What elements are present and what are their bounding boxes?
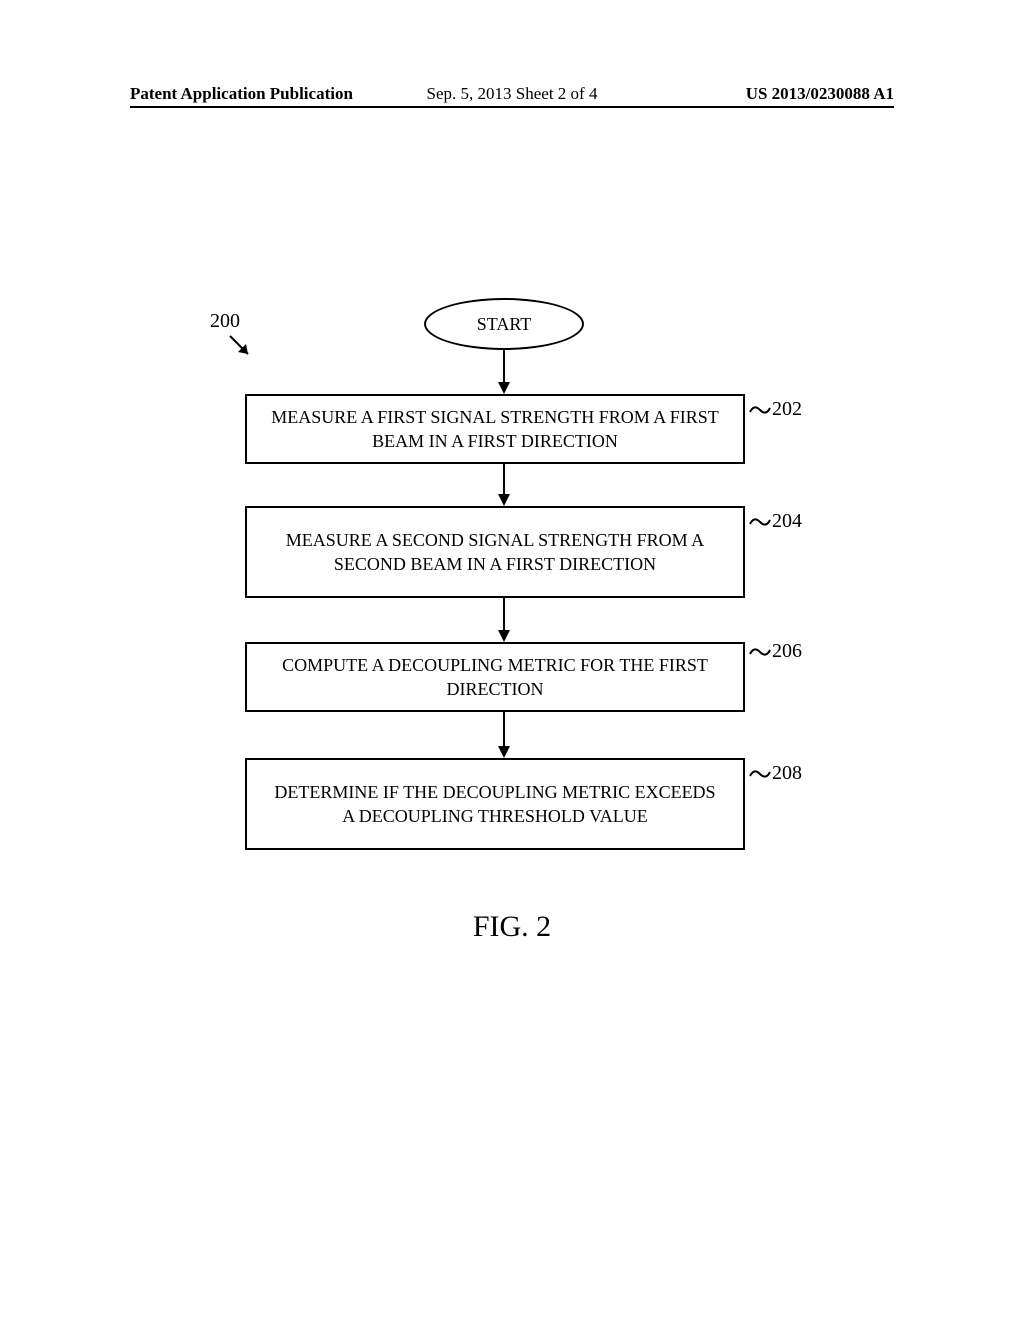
ref-204-tilde-icon bbox=[748, 514, 772, 530]
arrow-start-to-202-icon bbox=[494, 350, 514, 396]
ref-206-label: 206 bbox=[772, 640, 802, 663]
arrow-206-to-208-icon bbox=[494, 712, 514, 760]
node-206-text: COMPUTE A DECOUPLING METRIC FOR THE FIRS… bbox=[267, 653, 723, 702]
node-202-text: MEASURE A FIRST SIGNAL STRENGTH FROM A F… bbox=[267, 405, 723, 454]
node-208: DETERMINE IF THE DECOUPLING METRIC EXCEE… bbox=[245, 758, 745, 850]
start-label: START bbox=[477, 314, 531, 335]
ref-208-label: 208 bbox=[772, 762, 802, 785]
node-206: COMPUTE A DECOUPLING METRIC FOR THE FIRS… bbox=[245, 642, 745, 712]
start-node: START bbox=[424, 298, 584, 350]
ref-200-label: 200 bbox=[210, 310, 240, 333]
node-204: MEASURE A SECOND SIGNAL STRENGTH FROM A … bbox=[245, 506, 745, 598]
page: Patent Application Publication Sep. 5, 2… bbox=[0, 0, 1024, 1320]
header-right: US 2013/0230088 A1 bbox=[746, 84, 894, 104]
arrow-202-to-204-icon bbox=[494, 464, 514, 508]
header-rule bbox=[130, 106, 894, 108]
ref-200-arrow-icon bbox=[228, 334, 258, 364]
node-202: MEASURE A FIRST SIGNAL STRENGTH FROM A F… bbox=[245, 394, 745, 464]
ref-204-label: 204 bbox=[772, 510, 802, 533]
figure-caption: FIG. 2 bbox=[0, 910, 1024, 944]
node-204-text: MEASURE A SECOND SIGNAL STRENGTH FROM A … bbox=[267, 528, 723, 577]
ref-206-tilde-icon bbox=[748, 644, 772, 660]
node-208-text: DETERMINE IF THE DECOUPLING METRIC EXCEE… bbox=[267, 780, 723, 829]
arrow-204-to-206-icon bbox=[494, 598, 514, 644]
ref-208-tilde-icon bbox=[748, 766, 772, 782]
ref-202-label: 202 bbox=[772, 398, 802, 421]
ref-202-tilde-icon bbox=[748, 402, 772, 418]
